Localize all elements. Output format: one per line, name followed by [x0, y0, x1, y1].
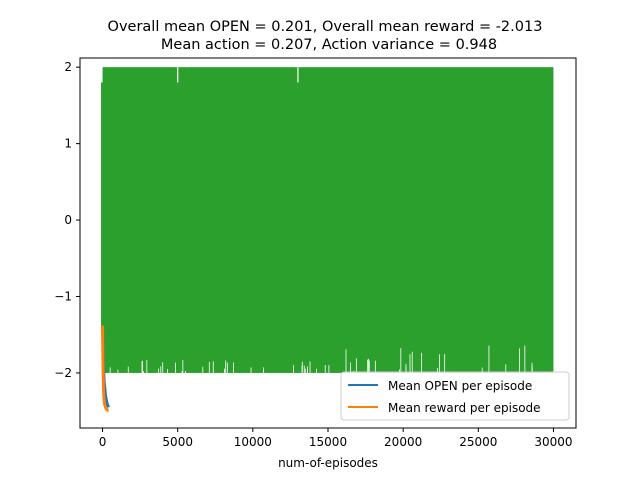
legend-label-reward: Mean reward per episode [388, 401, 541, 415]
y-tick-label: −2 [54, 366, 72, 380]
x-tick-label: 25000 [459, 435, 497, 449]
x-tick-label: 0 [99, 435, 107, 449]
series-action-line [101, 67, 554, 373]
chart-title-line-1: Overall mean OPEN = 0.201, Overall mean … [108, 19, 543, 35]
legend: Mean OPEN per episode Mean reward per ep… [340, 371, 570, 421]
x-tick-label: 20000 [384, 435, 422, 449]
x-tick-label: 15000 [309, 435, 347, 449]
y-tick-label: 1 [64, 137, 72, 151]
series-action-fill [102, 67, 554, 373]
series-reward-line [101, 325, 109, 412]
x-axis: 0 5000 10000 15000 20000 25000 30000 [99, 428, 573, 449]
legend-box [340, 371, 570, 421]
plot-area: 0 5000 10000 15000 20000 25000 30000 −2 −1 0 1 2 [54, 57, 577, 449]
chart-title-line-2: Mean action = 0.207, Action variance = 0… [161, 37, 497, 53]
x-axis-label: num-of-episodes [278, 456, 378, 470]
legend-label-open: Mean OPEN per episode [388, 379, 532, 393]
series-action-edge [101, 82, 106, 328]
series-layer [101, 67, 554, 412]
x-tick-label: 10000 [234, 435, 272, 449]
x-tick-label: 30000 [534, 435, 572, 449]
y-axis: −2 −1 0 1 2 [54, 60, 80, 380]
x-tick-label: 5000 [162, 435, 193, 449]
y-tick-label: 0 [64, 213, 72, 227]
y-tick-label: −1 [54, 290, 72, 304]
y-tick-label: 2 [64, 60, 72, 74]
